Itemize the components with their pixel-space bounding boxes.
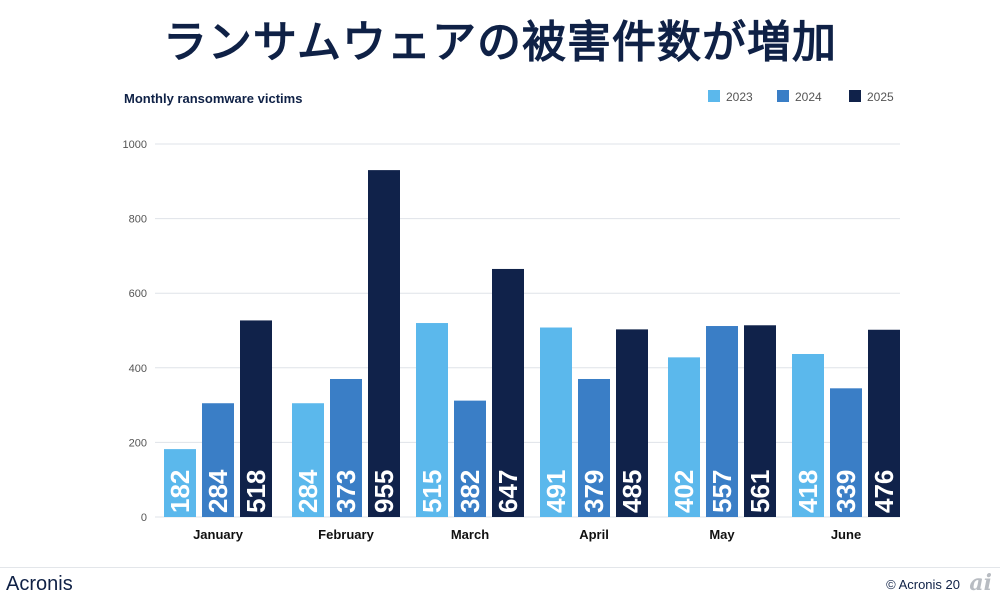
bar-value-label: 485: [617, 470, 647, 513]
bar-value-label: 557: [707, 470, 737, 513]
bar-value-label: 561: [745, 470, 775, 513]
legend-swatch-2023: [708, 90, 720, 102]
legend-swatch-2025: [849, 90, 861, 102]
bar-value-label: 491: [541, 470, 571, 513]
legend-label-2025: 2025: [867, 90, 894, 104]
acronis-logo: Acronis: [6, 573, 73, 595]
bar-2023-june: [792, 353, 824, 517]
y-tick-label: 200: [129, 437, 147, 449]
bar-value-label: 518: [241, 470, 271, 513]
bar-2025-june: [868, 329, 900, 517]
bar-value-label: 284: [203, 469, 233, 513]
bar-value-label: 284: [293, 469, 323, 513]
bar-value-label: 382: [455, 470, 485, 513]
y-tick-label: 800: [129, 214, 147, 226]
y-tick-label: 0: [141, 512, 147, 524]
bar-2024-april: [578, 378, 610, 517]
x-category-label: April: [579, 527, 609, 542]
bar-2023-january: [164, 449, 196, 517]
bar-value-label: 373: [331, 470, 361, 513]
bar-value-label: 647: [493, 470, 523, 513]
bar-2023-march: [416, 323, 448, 517]
chart-container: Monthly ransomware victims 0 200 400 600 800 1…: [123, 90, 900, 542]
bar-2025-february: [368, 170, 400, 518]
legend-label-2024: 2024: [795, 90, 822, 104]
bar-2024-june: [830, 388, 862, 517]
chart-title: Monthly ransomware victims: [124, 91, 302, 106]
bar-2024-february: [330, 378, 362, 517]
y-tick-label: 600: [129, 288, 147, 300]
bar-2023-may: [668, 357, 700, 517]
bar-value-label: 955: [369, 470, 399, 513]
bar-2023-february: [292, 403, 324, 517]
bar-value-label: 476: [869, 470, 899, 513]
x-category-label: March: [451, 527, 489, 542]
footer-divider: [0, 567, 1000, 568]
bar-value-label: 379: [579, 470, 609, 513]
bar-value-label: 418: [793, 470, 823, 513]
bar-2024-january: [202, 403, 234, 517]
bar-2024-march: [454, 400, 486, 517]
legend-swatch-2024: [777, 90, 789, 102]
x-category-label: February: [318, 527, 374, 542]
y-tick-label: 1000: [123, 139, 147, 151]
x-category-label: June: [831, 527, 861, 542]
bar-value-label: 339: [831, 470, 861, 513]
page-headline: ランサムウェアの被害件数が増加: [162, 17, 838, 68]
bar-2024-may: [706, 326, 738, 517]
bar-2025-april: [616, 329, 648, 517]
copyright-text: © Acronis 20: [886, 577, 960, 592]
ai-badge-logo: ai: [969, 570, 992, 596]
bar-value-label: 182: [165, 470, 195, 513]
x-category-label: January: [193, 527, 244, 542]
bar-2025-may: [744, 325, 776, 517]
legend-label-2023: 2023: [726, 90, 753, 104]
bar-2023-april: [540, 327, 572, 517]
bar-2025-january: [240, 320, 272, 517]
bar-value-label: 402: [669, 470, 699, 513]
bar-2025-march: [492, 268, 524, 517]
y-tick-label: 400: [129, 363, 147, 375]
bar-chart: Monthly ransomware victims 0 200 400 600 800 1…: [123, 90, 900, 542]
x-category-label: May: [709, 527, 735, 542]
bar-value-label: 515: [417, 470, 447, 513]
